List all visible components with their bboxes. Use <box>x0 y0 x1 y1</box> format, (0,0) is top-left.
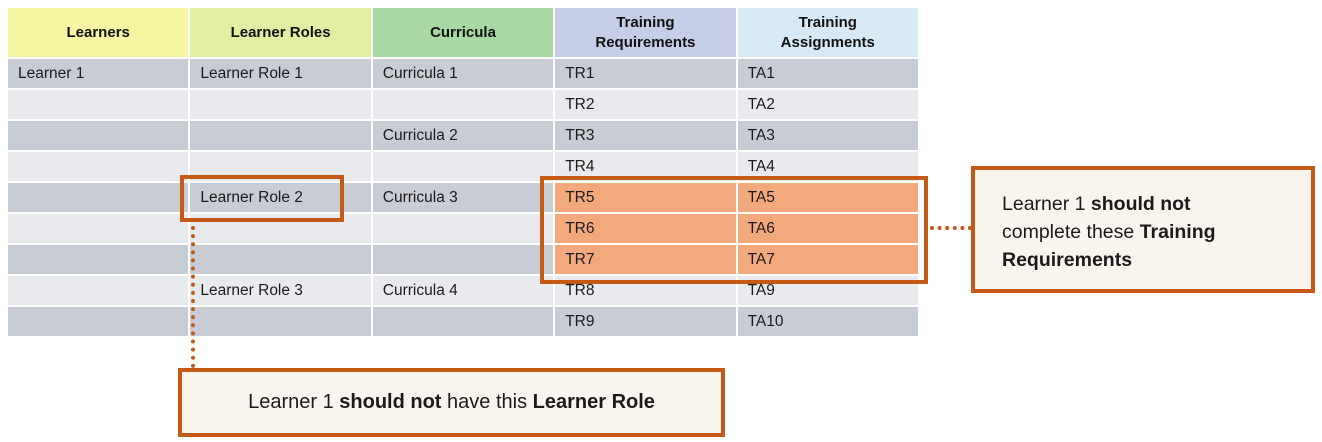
table-cell <box>190 121 371 150</box>
table-cell: TA2 <box>737 90 918 119</box>
table-cell <box>8 152 189 181</box>
column-header: Learners <box>8 8 189 57</box>
table-cell <box>8 121 189 150</box>
column-header-label: Training Assignments <box>780 14 875 51</box>
table-cell: TA7 <box>737 245 918 274</box>
table-cell: Learner Role 3 <box>190 276 371 305</box>
table-cell <box>372 245 554 274</box>
table-cell: TR2 <box>555 90 736 119</box>
column-header: Training Assignments <box>737 8 918 57</box>
table-cell: TA5 <box>737 183 918 212</box>
table-cell: Curricula 1 <box>372 59 554 88</box>
callout-text-line: Learner 1 should not have this Learner R… <box>248 391 655 413</box>
table-cell <box>8 307 189 336</box>
column-header-label: Curricula <box>430 23 496 41</box>
table-cell: TA10 <box>737 307 918 336</box>
table-cell <box>372 307 554 336</box>
table-cell: TR5 <box>555 183 736 212</box>
column-header: Learner Roles <box>190 8 371 57</box>
table-cell: TA1 <box>737 59 918 88</box>
training-matrix-table: Learners Learner Roles Curricula Training R… <box>8 8 918 336</box>
table-cell: Curricula 2 <box>372 121 554 150</box>
column-header-label: Learners <box>66 23 130 41</box>
column-header: Curricula <box>372 8 554 57</box>
learner-role-highlight-box <box>180 175 344 222</box>
table-cell <box>8 183 189 212</box>
table-cell: TR9 <box>555 307 736 336</box>
callout-text-line: Requirements <box>1002 249 1133 271</box>
column-header-label: Learner Roles <box>230 23 331 41</box>
table-cell <box>372 152 554 181</box>
dotted-connector-horizontal <box>930 226 972 230</box>
table-cell: TA3 <box>737 121 918 150</box>
table-cell: TR7 <box>555 245 736 274</box>
table-cell: TR1 <box>555 59 736 88</box>
table-cell <box>372 214 554 243</box>
table-cell <box>190 307 371 336</box>
table-cell: TA6 <box>737 214 918 243</box>
table-cell <box>190 245 371 274</box>
table-cell: TR3 <box>555 121 736 150</box>
dotted-connector-vertical <box>191 226 195 368</box>
column-header-label: Training Requirements <box>595 14 696 51</box>
table-cell: Curricula 3 <box>372 183 554 212</box>
learner-role-callout: Learner 1 should not have this Learner R… <box>178 368 725 437</box>
training-requirements-highlight-box <box>540 176 928 284</box>
training-requirements-callout: Learner 1 should not complete these Train… <box>971 166 1315 293</box>
table-cell: TR6 <box>555 214 736 243</box>
table-cell: Learner Role 1 <box>190 59 371 88</box>
callout-text-line: complete these Training <box>1002 221 1216 243</box>
column-header: Training Requirements <box>555 8 736 57</box>
table-cell <box>8 245 189 274</box>
table-cell: Learner 1 <box>8 59 189 88</box>
table-cell: Curricula 4 <box>372 276 554 305</box>
callout-text-line: Learner 1 should not <box>1002 193 1191 215</box>
table-cell <box>8 276 189 305</box>
table-cell <box>190 90 371 119</box>
table-cell <box>8 214 189 243</box>
table-cell <box>8 90 189 119</box>
table-cell <box>372 90 554 119</box>
